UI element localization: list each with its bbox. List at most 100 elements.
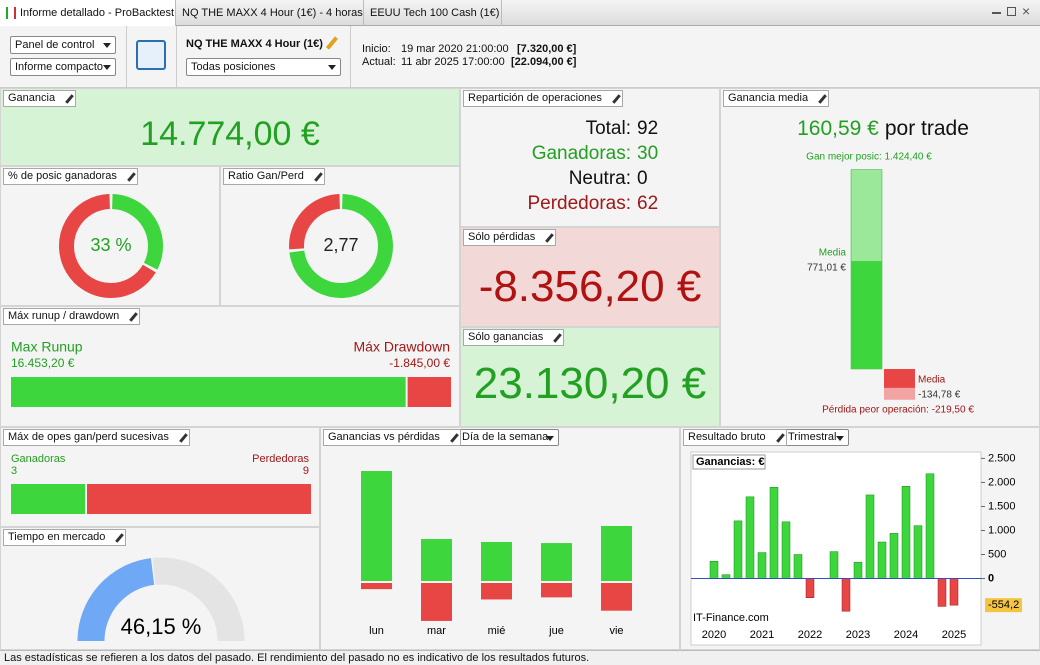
- bar: [913, 525, 923, 579]
- bar: [541, 543, 572, 581]
- panel: 46,15 % Tiempo en mercado: [0, 527, 320, 650]
- row-label: Perdedoras:: [527, 193, 631, 214]
- bar: [925, 473, 935, 579]
- bar: [481, 583, 512, 600]
- panel-title: Tiempo en mercado: [3, 529, 127, 546]
- separator: [176, 26, 177, 88]
- donut-segment: [289, 194, 341, 250]
- avg-chart: 160,59 € por trade Gan mejor posic: 1.424,…: [797, 117, 974, 416]
- gauge-fill: [77, 558, 155, 642]
- y-tick-label: 2.000: [988, 476, 1016, 488]
- donut-label: 33 %: [90, 235, 131, 255]
- label: Inicio:: [362, 43, 391, 55]
- system-name: NQ THE MAXX 4 Hour (1€): [186, 38, 323, 50]
- label: Gan mejor posic: 1.424,40 €: [806, 152, 932, 163]
- bar: [901, 486, 911, 579]
- breakdown: Total: 92 Ganadoras: 30 Neutra: 0 Perdedoras: 6…: [527, 118, 658, 214]
- toolbar: Panel de control Informe compacto NQ THE…: [0, 26, 1040, 88]
- bar: [421, 539, 452, 581]
- value: 3: [11, 465, 17, 477]
- bar: [841, 578, 851, 612]
- bar: [721, 574, 731, 579]
- bar: [884, 369, 915, 388]
- bar: [709, 560, 719, 579]
- date: 11 abr 2025 17:00:00: [401, 56, 505, 68]
- tab-label: NQ THE MAXX 4 Hour (1€) - 4 horas: [182, 7, 363, 19]
- bar: [781, 521, 791, 579]
- minimize[interactable]: [992, 12, 1001, 14]
- bar: [865, 494, 875, 579]
- panel: Max Runup 16.453,20 € Máx Drawdown -1.845,0…: [0, 306, 460, 427]
- panel-title: Ganancias vs pérdidas: [323, 429, 461, 446]
- last-value-box: [985, 598, 1022, 613]
- big-value: -8.356,20 €: [478, 262, 702, 311]
- bar: [889, 533, 899, 579]
- label: Max Runup: [11, 339, 83, 355]
- edit-icon[interactable]: [325, 36, 339, 50]
- label: Ganadoras: [11, 453, 66, 465]
- panel-title: Repartición de operaciones: [463, 90, 623, 107]
- value: -1.845,00 €: [389, 356, 450, 370]
- label: Media: [819, 248, 847, 259]
- headline-part: 160,59 €: [797, 117, 879, 140]
- footer: Las estadísticas se refieren a los datos…: [0, 650, 1040, 665]
- row-value: 92: [637, 118, 658, 139]
- panel-title: Máx runup / drawdown: [3, 308, 141, 325]
- tab[interactable]: EEUU Tech 100 Cash (1€): [364, 0, 502, 26]
- panel: 2,77 Ratio Gan/Perd: [220, 166, 460, 306]
- x-tick-label: vie: [609, 625, 623, 637]
- row-value: 0: [637, 168, 648, 189]
- donut: 33 %: [59, 194, 163, 298]
- bar: [805, 578, 815, 599]
- separator: [126, 26, 127, 88]
- watermark: IT-Finance.com: [693, 612, 769, 624]
- bar-segment: [11, 377, 406, 407]
- value: [7.320,00 €]: [517, 43, 577, 55]
- value: 9: [303, 465, 309, 477]
- bar: [793, 554, 803, 579]
- row-label: Total:: [586, 118, 631, 139]
- weekday-chart: lun mar mié jue vie: [361, 471, 632, 637]
- bar: [541, 583, 572, 598]
- select[interactable]: Día de la semana: [457, 429, 559, 446]
- bar-segment: [11, 484, 85, 514]
- big-value: 23.130,20 €: [473, 359, 707, 408]
- x-tick-label: lun: [369, 625, 384, 637]
- panel: Ganancia 14.774,00 €: [0, 88, 460, 166]
- close[interactable]: ×: [1022, 3, 1031, 19]
- x-tick-label: mar: [427, 625, 446, 637]
- gauge-label: 46,15 %: [121, 614, 202, 639]
- select[interactable]: Informe compacto: [10, 58, 116, 76]
- y-tick-label: 1.500: [988, 500, 1016, 512]
- x-tick-label: 2021: [750, 629, 774, 641]
- y-tick-label: 2.500: [988, 452, 1016, 464]
- select[interactable]: Todas posiciones: [186, 58, 341, 76]
- bar: [757, 552, 767, 579]
- select[interactable]: Trimestral: [783, 429, 849, 446]
- bar: [853, 561, 863, 579]
- panel-title: Resultado bruto: [683, 429, 787, 446]
- tab[interactable]: Informe detallado - ProBacktest: [0, 0, 176, 26]
- bar: [829, 551, 839, 579]
- label: Pérdida peor operación: -219,50 €: [822, 404, 974, 415]
- value: -134,78 €: [918, 390, 961, 401]
- panel: Sólo ganancias 23.130,20 €: [460, 327, 720, 427]
- legend-box: [692, 454, 766, 470]
- select[interactable]: Panel de control: [10, 36, 116, 54]
- last-value-label: -554,2: [988, 599, 1019, 611]
- bar: [937, 578, 947, 607]
- big-value: 14.774,00 €: [140, 115, 320, 153]
- report-icon[interactable]: [136, 40, 166, 70]
- donut: 2,77: [289, 194, 393, 298]
- bar-segment: [87, 484, 311, 514]
- tab[interactable]: NQ THE MAXX 4 Hour (1€) - 4 horas: [176, 0, 364, 26]
- panel: 160,59 € por trade Gan mejor posic: 1.424,…: [720, 88, 1040, 427]
- maximize[interactable]: [1007, 7, 1016, 16]
- bar: [601, 526, 632, 581]
- legend-label: Ganancias: €: [696, 456, 764, 468]
- headline-part: por trade: [885, 117, 969, 140]
- row-label: Neutra:: [569, 168, 631, 189]
- donut-segment: [59, 194, 156, 298]
- gauge-rest: [152, 557, 245, 642]
